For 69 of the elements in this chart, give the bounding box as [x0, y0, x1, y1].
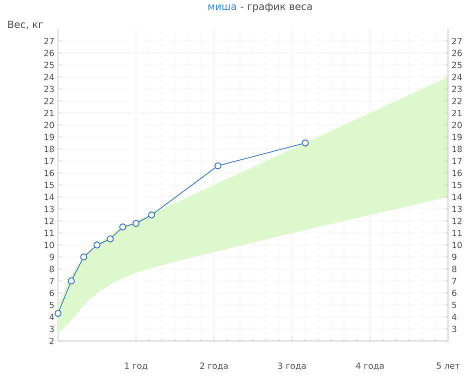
x-tick-label: 4 года [356, 362, 384, 370]
y-tick-label: 26 [44, 50, 54, 56]
y-tick-label: 4 [49, 314, 54, 320]
y2-tick-label: 27 [452, 38, 462, 44]
y2-tick-label: 11 [452, 230, 462, 236]
point [302, 140, 309, 146]
chart-subtitle: - график веса [240, 2, 312, 12]
y-tick-label: 5 [50, 302, 54, 308]
y-tick-label: 15 [44, 182, 54, 188]
y2-tick-label: 13 [452, 206, 462, 212]
y-tick-label: 22 [44, 98, 54, 104]
y2-tick-label: 18 [452, 146, 462, 152]
point [106, 236, 114, 242]
y-tick-label: 9 [50, 254, 54, 260]
y-tick-label: 23 [44, 86, 54, 92]
point [94, 242, 100, 248]
y-tick-label: 19 [44, 134, 54, 140]
y-tick-label: 24 [44, 74, 54, 80]
y2-tick-label: 14 [452, 194, 462, 200]
point [68, 278, 75, 284]
x-tick-label: 1 год [125, 362, 148, 370]
x-tick-label: 3 года [278, 362, 306, 370]
y2-tick-label: 23 [452, 86, 462, 92]
y2-tick-label: 8 [452, 266, 456, 272]
y-tick-label: 21 [44, 110, 54, 116]
x-tick-label: 2 года [200, 362, 228, 370]
point [54, 310, 62, 317]
y-tick-label: 14 [44, 194, 54, 200]
y2-tick-label: 5 [452, 302, 456, 308]
y2-tick-label: 3 [452, 326, 456, 332]
point [119, 224, 126, 230]
y-tick-label: 18 [44, 146, 54, 152]
y2-tick-label: 26 [452, 50, 462, 56]
y2-tick-label: 20 [452, 122, 462, 128]
y-tick-label: 3 [50, 326, 54, 332]
y2-tick-label: 7 [452, 278, 456, 284]
y2-tick-label: 10 [452, 242, 462, 248]
y-tick-label: 2 [50, 338, 54, 344]
point [148, 212, 156, 218]
point [214, 162, 222, 170]
y2-tick-label: 6 [452, 290, 456, 296]
y-tick-label: 27 [44, 38, 54, 44]
y-tick-label: 20 [44, 122, 54, 128]
y2-tick-label: 21 [452, 110, 462, 116]
y2-tick-label: 4 [452, 314, 456, 320]
y2-tick-label: 24 [452, 74, 462, 80]
y-tick-label: 25 [44, 62, 54, 68]
y-tick-label: 11 [44, 230, 54, 236]
y-tick-label: 10 [44, 242, 54, 248]
y-tick-label: 8 [50, 266, 54, 272]
x-tick-label: 5 лет [436, 362, 460, 369]
y2-tick-label: 15 [452, 182, 462, 188]
point [132, 220, 140, 227]
y2-tick-label: 25 [452, 62, 462, 68]
y-axis-title: Вес, кг [8, 20, 43, 30]
y-tick-label: 17 [44, 158, 54, 164]
y2-tick-label: 12 [452, 218, 462, 224]
y2-tick-label: 22 [452, 98, 462, 104]
y2-tick-label: 9 [452, 254, 456, 260]
y2-tick-label: 19 [452, 134, 462, 140]
y-tick-label: 13 [44, 206, 54, 212]
point [80, 254, 88, 260]
chart-title: миша [208, 4, 236, 10]
y2-tick-label: 16 [452, 170, 462, 176]
y-tick-label: 12 [44, 218, 54, 224]
y-tick-label: 16 [44, 170, 54, 176]
y-tick-label: 6 [50, 290, 54, 296]
y2-tick-label: 17 [452, 158, 462, 164]
y-tick-label: 7 [50, 278, 54, 284]
